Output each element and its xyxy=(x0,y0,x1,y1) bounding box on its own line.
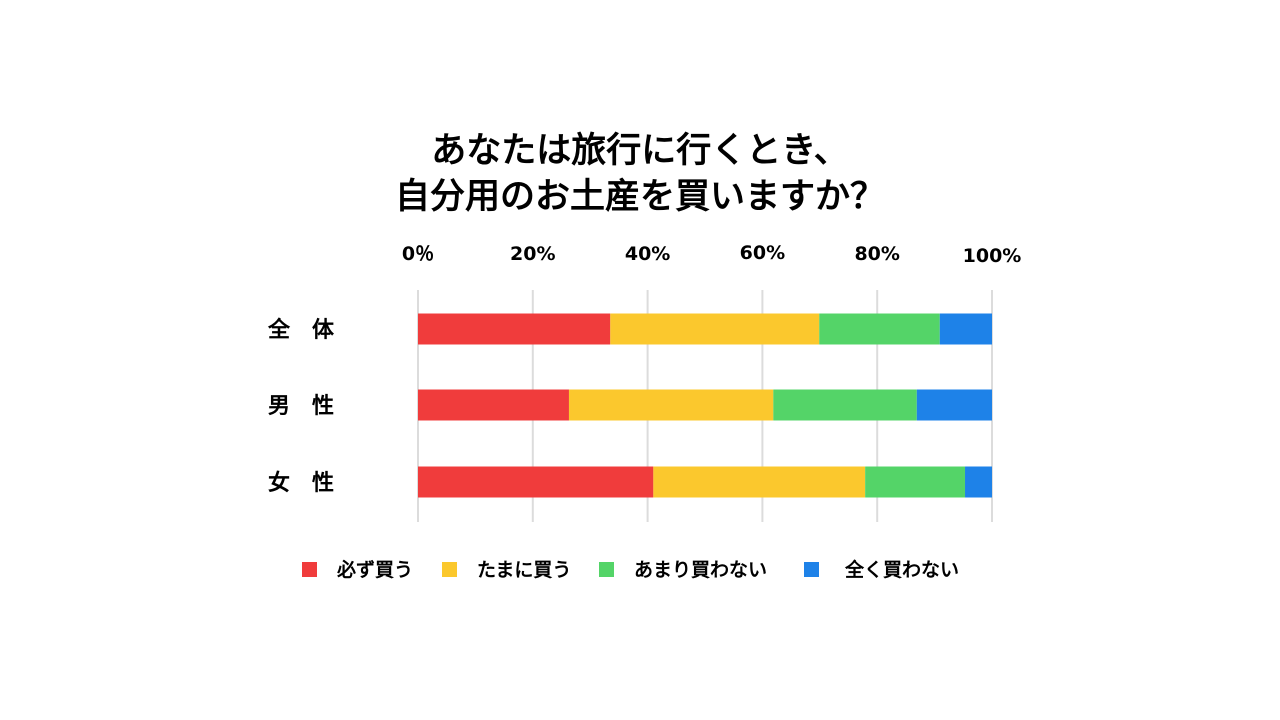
x-tick-label: 100% xyxy=(963,245,1022,267)
legend-swatch xyxy=(804,562,819,577)
chart-title: あなたは旅行に行くとき、 自分用のお土産を買いますか？ xyxy=(0,128,1280,220)
legend-label: 必ず買う xyxy=(336,558,413,581)
category-label: 女 性 xyxy=(268,470,334,496)
bar-segment xyxy=(819,313,940,345)
legend-swatch xyxy=(442,562,457,577)
legend-label: 全く買わない xyxy=(844,558,959,581)
legend-label: あまり買わない xyxy=(634,559,767,581)
bar-segment xyxy=(610,313,820,345)
legend-label: たまに買う xyxy=(477,559,571,581)
legend-swatch xyxy=(599,562,614,577)
bar-segment xyxy=(916,389,992,421)
bar-segment xyxy=(773,389,917,421)
x-tick-label: 0％ xyxy=(402,243,434,265)
x-tick-label: 80% xyxy=(854,243,899,265)
bar-segment xyxy=(418,466,654,498)
x-tick-label: 20% xyxy=(510,243,555,265)
category-label: 全 体 xyxy=(267,317,335,343)
bar-segment xyxy=(865,466,966,498)
bar-segment xyxy=(568,389,774,421)
bar-segment xyxy=(418,313,611,345)
bar-segment xyxy=(939,313,992,345)
chart-title-line-2: 自分用のお土産を買いますか？ xyxy=(394,177,885,217)
x-tick-label: 40% xyxy=(625,243,670,265)
x-tick-label: 60% xyxy=(740,242,785,264)
legend-swatch xyxy=(302,562,317,577)
bar-segment xyxy=(653,466,866,498)
chart-title-line-1: あなたは旅行に行くとき、 xyxy=(431,131,849,171)
category-label: 男 性 xyxy=(268,394,334,419)
bar-segment xyxy=(965,466,992,498)
bar-segment xyxy=(418,389,569,421)
